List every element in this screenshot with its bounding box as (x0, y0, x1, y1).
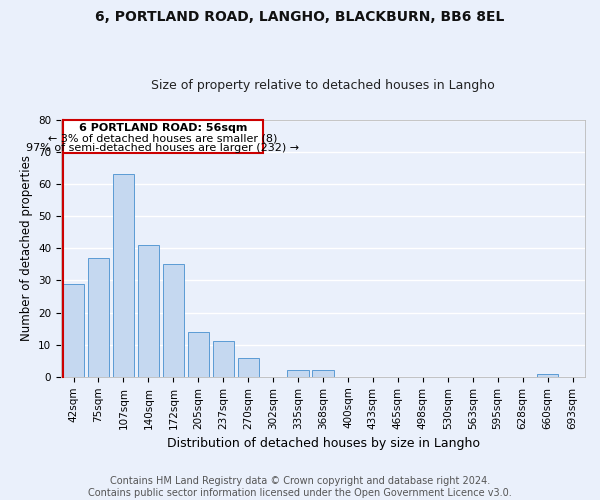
Text: 6 PORTLAND ROAD: 56sqm: 6 PORTLAND ROAD: 56sqm (79, 124, 247, 134)
Bar (287, 370, 308, 377)
FancyBboxPatch shape (63, 120, 263, 154)
X-axis label: Distribution of detached houses by size in Langho: Distribution of detached houses by size … (167, 437, 479, 450)
Text: Contains HM Land Registry data © Crown copyright and database right 2024.
Contai: Contains HM Land Registry data © Crown c… (88, 476, 512, 498)
Text: 97% of semi-detached houses are larger (232) →: 97% of semi-detached houses are larger (… (26, 144, 299, 154)
Text: ← 3% of detached houses are smaller (8): ← 3% of detached houses are smaller (8) (49, 134, 278, 143)
Bar (63, 284, 84, 377)
Bar (188, 332, 209, 377)
Bar (212, 342, 234, 377)
Bar (163, 264, 184, 377)
Title: Size of property relative to detached houses in Langho: Size of property relative to detached ho… (151, 79, 495, 92)
Bar (537, 374, 558, 377)
Y-axis label: Number of detached properties: Number of detached properties (20, 155, 32, 341)
Text: 6, PORTLAND ROAD, LANGHO, BLACKBURN, BB6 8EL: 6, PORTLAND ROAD, LANGHO, BLACKBURN, BB6… (95, 10, 505, 24)
Bar (113, 174, 134, 377)
Bar (238, 358, 259, 377)
Bar (88, 258, 109, 377)
Bar (313, 370, 334, 377)
Bar (138, 245, 159, 377)
